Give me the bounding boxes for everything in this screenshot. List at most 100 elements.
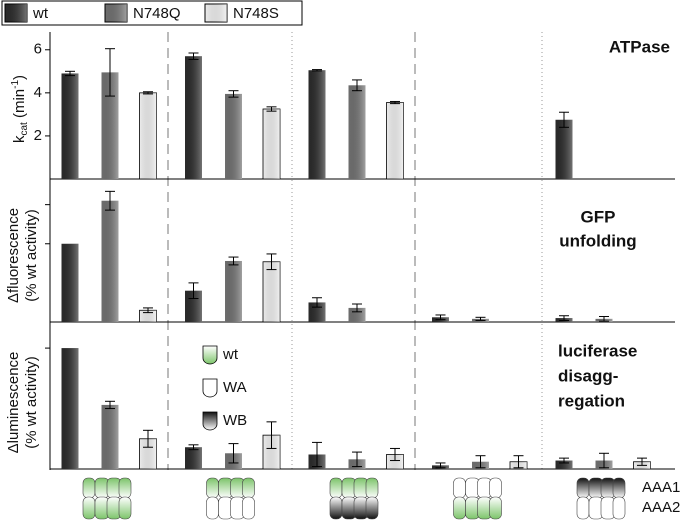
icon-bottom	[489, 496, 502, 520]
bar-shade	[263, 261, 280, 322]
annotation-label: wt	[222, 346, 239, 363]
bar-shade	[61, 73, 79, 179]
y-axis-label: Δfluorescence	[5, 208, 22, 303]
legend-label: wt	[32, 5, 49, 22]
error-bar	[390, 100, 400, 105]
panel-title: disagg-	[558, 366, 618, 385]
bar-shade	[386, 102, 404, 179]
panel-title: GFP	[581, 207, 616, 226]
bar-shade	[185, 447, 202, 469]
domain-label: AAA1	[642, 479, 680, 496]
y-axis-label-part: -1	[10, 80, 21, 89]
bar-shade	[225, 93, 242, 179]
error-bar	[390, 447, 400, 462]
y-tick-label: 6	[34, 41, 42, 58]
icon-bottom	[365, 496, 379, 520]
icon-top	[242, 477, 255, 499]
error-bar	[352, 303, 362, 313]
panel-title: unfolding	[559, 231, 636, 250]
panel-title: luciferase	[558, 341, 637, 360]
icon-bottom	[329, 496, 343, 520]
y-axis-label: (% wt activity)	[23, 356, 40, 449]
legend-frame	[1, 0, 303, 26]
error-bar	[188, 444, 199, 451]
icon-top	[118, 477, 132, 499]
error-bar	[312, 297, 322, 308]
legend-label: N748S	[233, 5, 279, 22]
error-bar	[559, 111, 569, 128]
bar-shade	[101, 200, 119, 322]
y-axis-label: (% wt activity)	[23, 209, 40, 302]
error-bar	[599, 316, 609, 322]
error-bar	[352, 451, 362, 468]
domain-label: AAA2	[642, 499, 680, 516]
annotation-icon	[202, 345, 218, 365]
bar-shade	[386, 454, 404, 469]
icon-top	[489, 477, 502, 499]
y-axis-label: Δluminescence	[5, 352, 22, 454]
legend-swatch-shade	[205, 4, 227, 22]
error-bar	[559, 315, 569, 321]
bar-shade	[308, 70, 326, 179]
error-bar	[188, 52, 199, 60]
error-bar	[228, 256, 239, 266]
icon-top	[576, 477, 590, 499]
icon-top	[453, 477, 466, 499]
icon-top	[329, 477, 343, 499]
y-axis-label-part: k	[11, 135, 28, 143]
y-axis-label-part: (min	[11, 89, 28, 122]
icon-bottom	[118, 496, 132, 520]
error-bar	[312, 441, 322, 468]
error-bar	[188, 282, 199, 300]
legend-swatch-shade	[105, 4, 127, 22]
error-bar	[105, 190, 115, 211]
icon-bottom	[242, 496, 255, 520]
error-bar	[637, 457, 647, 466]
bar-shade	[139, 92, 157, 179]
icon-bottom	[82, 496, 96, 520]
bar-shade	[263, 435, 280, 469]
legend-label: N748Q	[133, 5, 181, 22]
error-bar	[105, 400, 115, 410]
error-bar	[599, 452, 609, 469]
error-bar	[105, 48, 115, 97]
error-bar	[266, 421, 277, 449]
annotation-label: WB	[223, 412, 247, 429]
icon-top	[206, 477, 219, 499]
bar-shade	[139, 438, 157, 469]
panel-title: ATPase	[609, 37, 670, 56]
error-bar	[435, 314, 446, 321]
bar-shade	[348, 85, 366, 179]
y-tick-label: 2	[34, 127, 42, 144]
annotation-label: WA	[223, 379, 247, 396]
y-axis-label-part: )	[11, 75, 28, 80]
error-bar	[475, 455, 486, 469]
error-bar	[266, 253, 277, 271]
error-bar	[228, 443, 239, 464]
error-bar	[266, 106, 277, 112]
y-tick-label: 4	[34, 84, 42, 101]
error-bar	[65, 70, 75, 77]
icon-bottom	[206, 496, 219, 520]
bar-shade	[101, 72, 119, 179]
icon-top	[82, 477, 96, 499]
icon-top	[612, 477, 626, 499]
panel-title: regation	[558, 391, 625, 410]
bar-shade	[555, 119, 573, 179]
error-bar	[475, 316, 486, 321]
bar-shade	[139, 310, 157, 322]
bar-shade	[555, 460, 573, 469]
icon-top	[365, 477, 379, 499]
legend-swatch-shade	[5, 4, 27, 22]
error-bar	[228, 90, 239, 98]
bar-shade	[61, 243, 79, 322]
icon-bottom	[576, 496, 590, 520]
annotation-icon	[202, 378, 218, 398]
error-bar	[559, 457, 569, 464]
bar-shade	[101, 404, 119, 469]
error-bar	[435, 462, 446, 469]
y-axis-label: kcat (min-1)	[10, 75, 30, 143]
bar-shade	[185, 56, 202, 179]
icon-bottom	[612, 496, 626, 520]
